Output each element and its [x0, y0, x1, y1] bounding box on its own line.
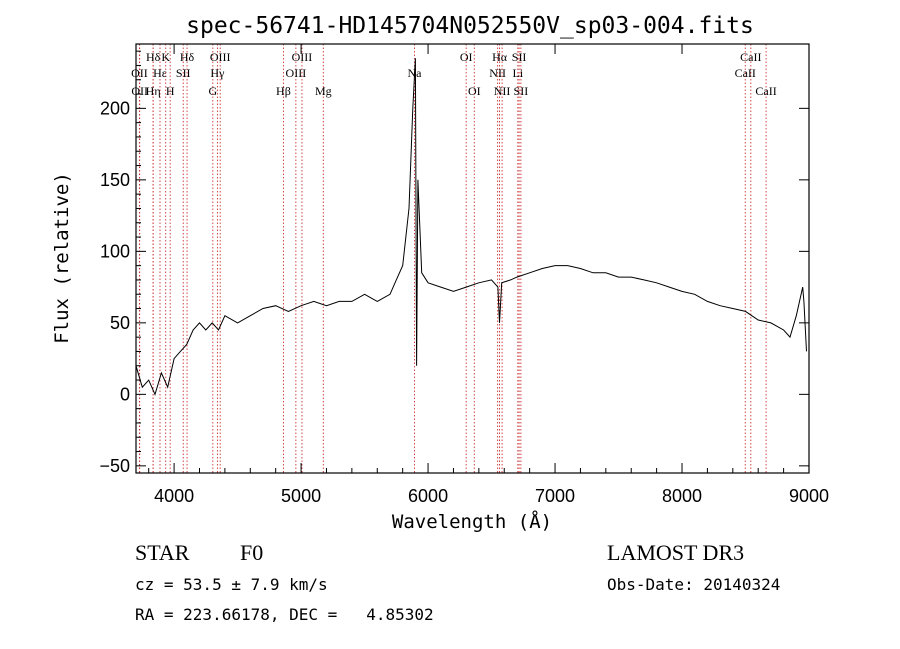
spectrum-series-line: [135, 58, 807, 396]
spectral-line-label: NII: [489, 66, 506, 80]
spectral-line-label: K: [161, 50, 170, 64]
spectral-line-label: Hδ: [146, 50, 161, 64]
spectral-line-label: OI: [468, 84, 481, 98]
spectral-line-label: NII: [494, 84, 511, 98]
y-tick-label: 50: [110, 313, 130, 333]
spectral-line-label: SII: [176, 66, 191, 80]
y-tick-label: 0: [120, 384, 130, 404]
x-tick-label: 8000: [662, 486, 702, 506]
chart-title: spec-56741-HD145704N052550V_sp03-004.fit…: [186, 13, 754, 39]
spectral-line-label: CaII: [735, 66, 756, 80]
spectral-line-label: OII: [131, 66, 148, 80]
spectral-line-label: Hη: [146, 84, 161, 98]
spectral-line-label: Mg: [315, 84, 332, 98]
y-tick-label: 150: [100, 170, 130, 190]
x-tick-label: 6000: [408, 486, 448, 506]
y-tick-label: −50: [99, 456, 130, 476]
spectral-line-label: OIII: [286, 66, 307, 80]
y-tick-label: 200: [100, 98, 130, 118]
x-axis-label: Wavelength (Å): [392, 510, 552, 533]
spectral-line-markers: [138, 44, 767, 473]
x-tick-label: 7000: [535, 486, 575, 506]
spectral-line-label: SII: [514, 84, 529, 98]
redshift-velocity: cz = 53.5 ± 7.9 km/s: [135, 575, 328, 594]
survey-name: LAMOST DR3: [607, 540, 745, 565]
x-tick-label: 5000: [281, 486, 321, 506]
spectral-line-label: Hγ: [210, 66, 225, 80]
coordinates: RA = 223.66178, DEC = 4.85302: [135, 605, 434, 624]
plot-frame: [135, 43, 810, 474]
spectral-line-label: H: [166, 84, 175, 98]
object-class: STAR: [135, 540, 190, 565]
x-tick-label: 4000: [154, 486, 194, 506]
spectral-line-label: Hα: [492, 50, 508, 64]
spectral-line-label: CaII: [755, 84, 776, 98]
x-axis: 4000 5000 6000 7000 8000 9000: [148, 44, 829, 506]
spectral-line-label: Hβ: [276, 84, 291, 98]
spectral-line-label: Hδ: [180, 50, 195, 64]
spectral-line-label: G: [208, 84, 217, 98]
observation-date: Obs-Date: 20140324: [607, 575, 781, 594]
x-tick-label: 9000: [789, 486, 829, 506]
spectral-line-label: CaII: [740, 50, 761, 64]
spectral-line-label: OIII: [292, 50, 313, 64]
y-axis: −50 0 50 100 150 200: [99, 50, 809, 476]
spectral-line-label: OIII: [210, 50, 231, 64]
spectral-line-label: Hε: [153, 66, 167, 80]
spectral-line-label: OI: [460, 50, 473, 64]
y-axis-label: Flux (relative): [51, 172, 73, 344]
y-tick-label: 100: [100, 241, 130, 261]
spectral-line-label: SII: [512, 50, 527, 64]
spectral-line-label: Li: [512, 66, 523, 80]
object-subclass: F0: [240, 540, 264, 565]
